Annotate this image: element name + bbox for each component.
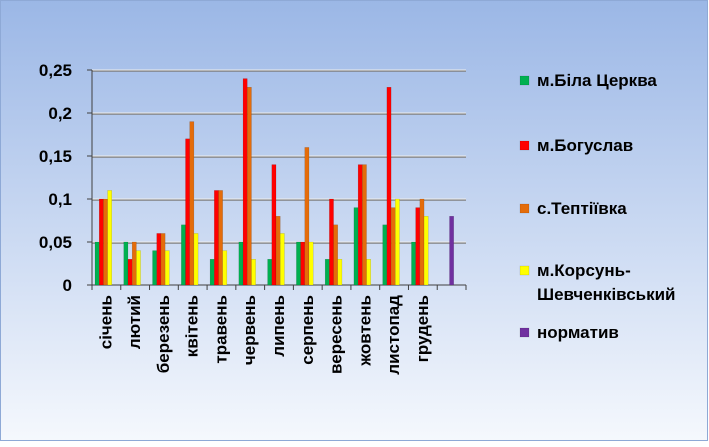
bar	[271, 164, 277, 286]
bar	[160, 233, 166, 286]
bar	[449, 215, 454, 286]
legend-label: м.Біла Церква	[537, 71, 657, 90]
bar	[366, 259, 371, 286]
x-tick-label: грудень	[413, 295, 432, 362]
bar	[296, 241, 301, 286]
x-tick-label: листопад	[384, 295, 403, 375]
bar	[333, 224, 338, 286]
bar	[304, 147, 310, 286]
bar	[131, 241, 137, 286]
bar	[218, 190, 223, 286]
bar	[98, 198, 104, 286]
bar	[337, 259, 343, 286]
y-tick-label: 0,2	[48, 104, 72, 123]
bar	[357, 164, 363, 286]
bar	[238, 241, 244, 286]
bar	[156, 233, 162, 286]
x-tick-label: серпень	[298, 295, 317, 365]
legend-swatch	[519, 265, 530, 276]
legend-label: м.Корсунь-	[537, 261, 631, 280]
y-tick-label: 0	[63, 276, 72, 295]
bar	[324, 259, 330, 286]
y-tick-label: 0,1	[48, 190, 72, 209]
bar	[214, 190, 219, 286]
bar	[329, 198, 334, 286]
x-tick-label: вересень	[327, 295, 346, 374]
x-tick-label: липень	[269, 295, 288, 357]
bar	[94, 241, 100, 286]
y-tick-label: 0,25	[39, 61, 72, 80]
bar	[164, 250, 170, 286]
bar	[136, 250, 141, 286]
x-tick-label: березень	[154, 295, 173, 373]
bar	[395, 198, 400, 286]
bar	[300, 241, 305, 286]
bar	[308, 241, 314, 286]
legend-swatch	[519, 203, 530, 214]
bar	[251, 259, 256, 286]
bar	[423, 215, 429, 286]
y-tick-label: 0,05	[39, 233, 72, 252]
bar	[181, 224, 186, 286]
legend-label: Шевченківський	[537, 285, 676, 304]
legend-swatch	[519, 327, 530, 338]
bar	[152, 250, 157, 286]
x-tick-label: квітень	[183, 295, 202, 357]
legend-label: норматив	[537, 323, 619, 342]
bar	[353, 207, 359, 286]
bar	[127, 259, 133, 286]
bar	[123, 241, 129, 286]
bar	[209, 259, 215, 286]
bar	[189, 121, 195, 286]
bar	[419, 198, 425, 286]
bar	[103, 198, 108, 286]
bar	[362, 164, 367, 286]
bar	[247, 86, 252, 286]
bar	[193, 233, 199, 286]
bar	[411, 241, 416, 286]
x-tick-label: червень	[240, 295, 259, 365]
bar	[222, 250, 228, 286]
x-tick-label: лютий	[125, 295, 144, 349]
legend-swatch	[519, 75, 530, 86]
bar	[382, 224, 388, 286]
bar	[185, 138, 190, 286]
bar	[275, 215, 281, 286]
x-tick-label: травень	[211, 295, 230, 364]
x-tick-label: жовтень	[355, 295, 374, 367]
y-tick-label: 0,15	[39, 147, 72, 166]
bar	[242, 78, 248, 286]
legend-swatch	[519, 140, 530, 151]
bar	[280, 233, 285, 286]
bar	[390, 207, 396, 286]
legend-label: с.Тептіївка	[537, 199, 627, 218]
bar	[107, 190, 112, 286]
bar	[386, 86, 392, 286]
bar	[415, 207, 421, 286]
x-tick-label: січень	[96, 295, 115, 349]
bar	[267, 259, 273, 286]
legend-label: м.Богуслав	[537, 136, 633, 155]
